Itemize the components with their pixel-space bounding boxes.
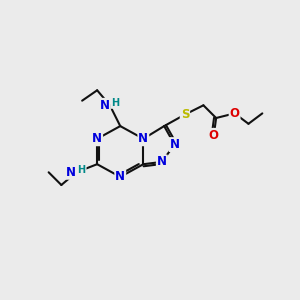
Text: N: N — [92, 132, 102, 145]
Text: N: N — [138, 132, 148, 145]
Text: N: N — [100, 99, 110, 112]
Text: H: H — [78, 165, 86, 175]
Text: N: N — [169, 138, 179, 151]
Text: N: N — [157, 155, 167, 168]
Text: N: N — [115, 170, 125, 183]
Text: S: S — [181, 108, 189, 121]
Text: N: N — [66, 166, 76, 179]
Text: H: H — [111, 98, 119, 108]
Text: O: O — [230, 107, 240, 120]
Text: O: O — [209, 129, 219, 142]
